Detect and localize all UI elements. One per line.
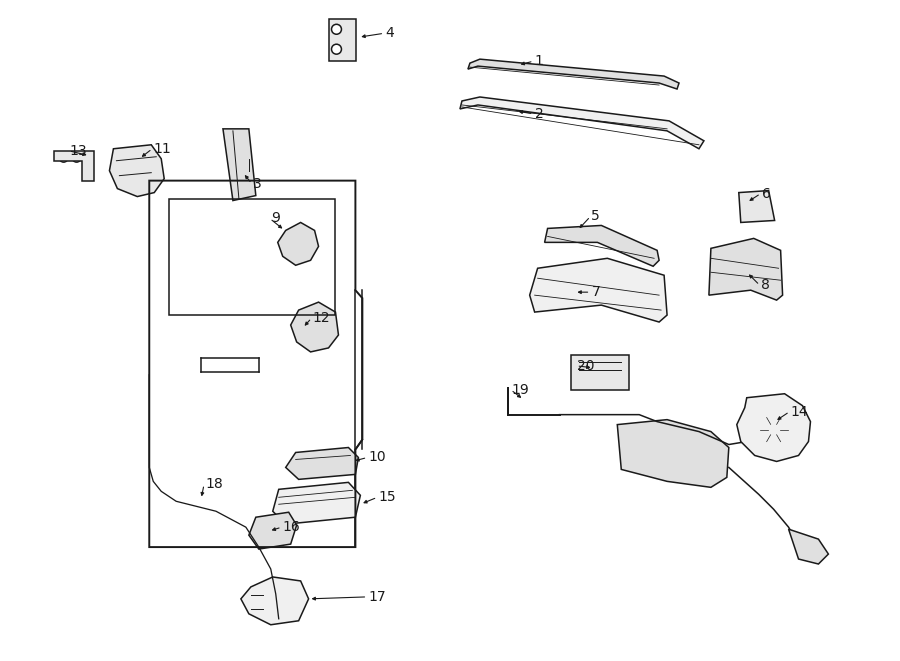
Polygon shape: [241, 577, 309, 625]
Polygon shape: [739, 190, 775, 223]
Text: 9: 9: [271, 212, 280, 225]
Circle shape: [331, 44, 341, 54]
Text: 18: 18: [205, 477, 223, 491]
Polygon shape: [291, 302, 338, 352]
Polygon shape: [737, 394, 811, 461]
Text: 4: 4: [385, 26, 394, 40]
Polygon shape: [54, 151, 94, 180]
Polygon shape: [110, 145, 164, 196]
Text: 15: 15: [378, 490, 396, 504]
Circle shape: [72, 153, 81, 162]
Polygon shape: [530, 258, 667, 322]
Polygon shape: [273, 483, 360, 524]
Text: 11: 11: [153, 141, 171, 156]
Text: 1: 1: [535, 54, 544, 68]
Circle shape: [331, 24, 341, 34]
Text: 12: 12: [312, 311, 330, 325]
Text: 2: 2: [535, 107, 544, 121]
Circle shape: [760, 416, 788, 444]
Circle shape: [59, 153, 68, 162]
Text: 16: 16: [283, 520, 301, 534]
FancyBboxPatch shape: [572, 355, 629, 390]
Text: 20: 20: [578, 359, 595, 373]
Text: 17: 17: [368, 590, 386, 604]
Text: 8: 8: [760, 278, 770, 292]
Text: 7: 7: [591, 285, 600, 299]
Polygon shape: [460, 97, 704, 149]
Circle shape: [652, 434, 687, 469]
Text: 5: 5: [591, 210, 600, 223]
Polygon shape: [278, 223, 319, 265]
Polygon shape: [248, 512, 297, 549]
Text: 13: 13: [69, 143, 87, 158]
Text: 6: 6: [761, 186, 770, 200]
Polygon shape: [709, 239, 783, 300]
Polygon shape: [285, 447, 358, 479]
Circle shape: [749, 202, 760, 213]
Text: 14: 14: [790, 405, 808, 418]
Polygon shape: [544, 225, 659, 266]
Polygon shape: [617, 420, 729, 487]
Polygon shape: [788, 529, 828, 564]
Polygon shape: [223, 129, 256, 200]
Text: 10: 10: [368, 450, 386, 465]
Circle shape: [126, 161, 147, 180]
Polygon shape: [468, 59, 679, 89]
Text: 19: 19: [512, 383, 529, 397]
FancyBboxPatch shape: [328, 19, 356, 61]
Text: 3: 3: [253, 176, 262, 190]
